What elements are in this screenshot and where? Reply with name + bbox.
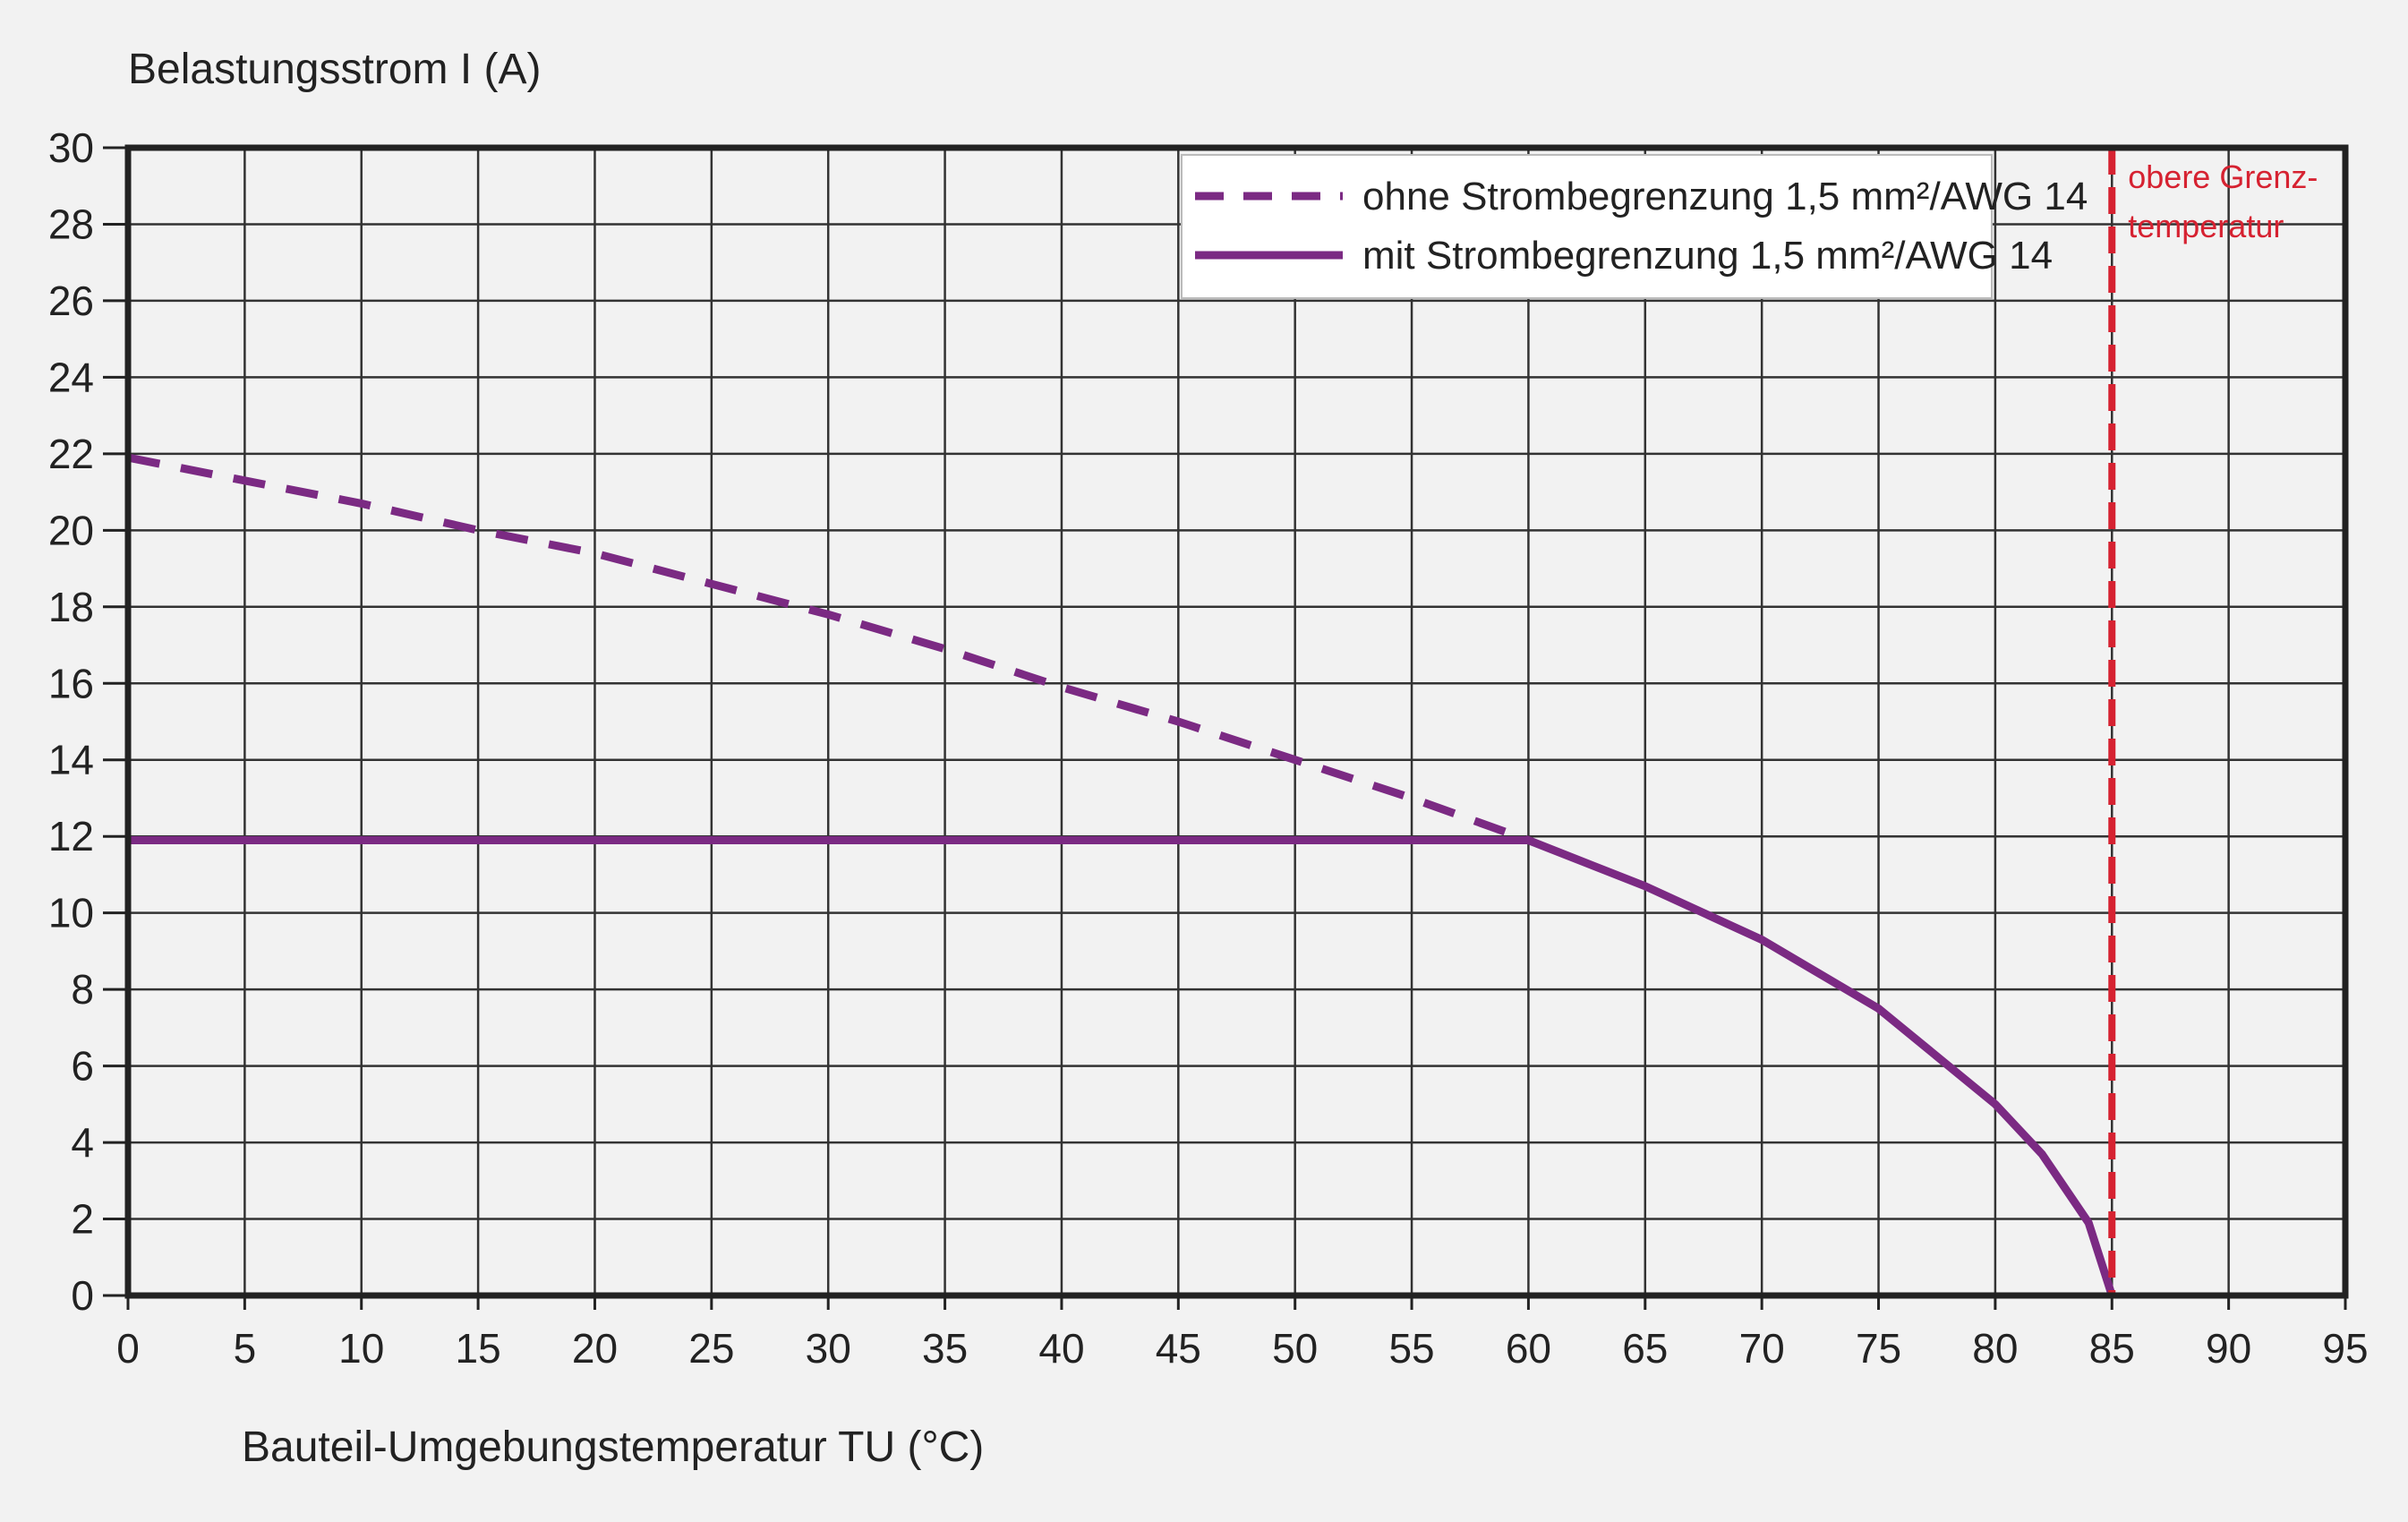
y-tick-label-12: 24 [48, 354, 94, 400]
y-tick-label-10: 20 [48, 507, 94, 553]
limit-annotation-line2: temperatur [2128, 208, 2284, 244]
y-tick-label-6: 12 [48, 813, 94, 859]
y-tick-label-9: 18 [48, 584, 94, 630]
grid-lines [126, 146, 2347, 1297]
x-tick-label-10: 50 [1272, 1325, 1318, 1372]
x-tick-label-1: 5 [234, 1325, 257, 1372]
x-tick-label-9: 45 [1156, 1325, 1201, 1372]
y-tick-label-14: 28 [48, 201, 94, 247]
x-tick-label-0: 0 [116, 1325, 140, 1372]
series-line-ohne [127, 453, 1530, 844]
x-tick-label-12: 60 [1506, 1325, 1551, 1372]
x-tick-label-3: 15 [456, 1325, 501, 1372]
axis-ticks: 0 5 10 15 20 25 30 35 40 45 50 55 60 65 70 75 80 85 90 95 0 2… [48, 124, 2369, 1372]
limit-annotation-line1: obere Grenz- [2128, 158, 2318, 195]
x-tick-label-5: 25 [688, 1325, 734, 1372]
legend-entry-ohne: ohne Strombegrenzung 1,5 mm²/AWG 14 [1362, 175, 2088, 218]
y-tick-label-11: 22 [48, 431, 94, 477]
y-tick-label-5: 10 [48, 890, 94, 936]
x-tick-label-15: 75 [1856, 1325, 1901, 1372]
x-tick-label-2: 10 [338, 1325, 384, 1372]
y-tick-label-13: 26 [48, 278, 94, 324]
x-tick-label-19: 95 [2322, 1325, 2368, 1372]
x-tick-label-18: 90 [2206, 1325, 2251, 1372]
x-tick-label-7: 35 [922, 1325, 968, 1372]
x-tick-label-8: 40 [1038, 1325, 1084, 1372]
y-tick-label-8: 16 [48, 660, 94, 706]
plot-frame [124, 144, 2349, 1299]
x-axis-label: Bauteil-Umgebungstemperatur TU (°C) [242, 1424, 984, 1471]
y-axis-label: Belastungsstrom I (A) [128, 46, 541, 93]
x-tick-label-6: 30 [806, 1325, 851, 1372]
legend-box [1181, 154, 1993, 299]
series-line-mit [128, 836, 2116, 1297]
x-tick-label-11: 55 [1388, 1325, 1434, 1372]
x-tick-label-14: 70 [1739, 1325, 1785, 1372]
y-tick-label-3: 6 [71, 1043, 94, 1090]
x-tick-label-17: 85 [2089, 1325, 2135, 1372]
legend-entry-mit: mit Strombegrenzung 1,5 mm²/AWG 14 [1362, 234, 2053, 278]
y-tick-label-4: 8 [71, 966, 94, 1013]
y-tick-label-2: 4 [71, 1119, 94, 1166]
y-tick-label-7: 14 [48, 737, 94, 783]
x-tick-label-13: 65 [1622, 1325, 1668, 1372]
series-layer [127, 453, 2116, 1297]
x-tick-label-4: 20 [572, 1325, 618, 1372]
y-tick-label-1: 2 [71, 1196, 94, 1243]
y-tick-label-15: 30 [48, 124, 94, 171]
legend: ohne Strombegrenzung 1,5 mm²/AWG 14 mit … [1181, 154, 2088, 299]
y-tick-label-0: 0 [71, 1272, 94, 1319]
x-tick-label-16: 80 [1972, 1325, 2018, 1372]
